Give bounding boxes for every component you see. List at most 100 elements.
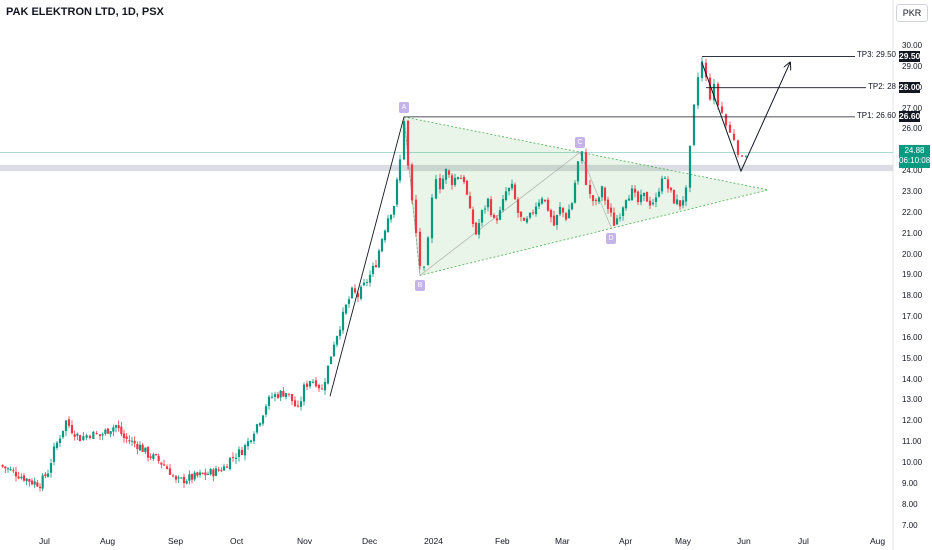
candle-body — [152, 454, 155, 459]
candle-body — [564, 213, 568, 220]
candle-body — [537, 202, 541, 207]
candle-body — [453, 177, 457, 186]
candle-body — [398, 159, 402, 181]
candle-body — [293, 400, 297, 407]
candle-body — [1, 464, 4, 467]
y-tick-label: 18.00 — [902, 291, 923, 301]
candle-body — [380, 239, 384, 252]
candle-body — [492, 214, 496, 218]
y-tick-label: 21.00 — [902, 228, 923, 238]
candle-body — [681, 200, 685, 206]
candle-body — [507, 187, 511, 192]
candle-body — [561, 207, 565, 213]
candle-body — [591, 195, 595, 201]
candle-body — [243, 445, 247, 456]
candle-body — [338, 329, 342, 336]
candle-body — [468, 195, 472, 209]
candle-body — [252, 433, 256, 442]
candle-body — [663, 177, 667, 179]
candle-body — [609, 207, 613, 213]
candle-body — [282, 391, 285, 397]
candle-body — [672, 189, 676, 204]
candle-body — [201, 472, 204, 474]
candle-body — [109, 431, 112, 435]
y-tick-label: 14.00 — [902, 374, 923, 384]
pattern-point-c: C — [575, 137, 585, 149]
candle-body — [510, 183, 514, 189]
candle-body — [386, 218, 390, 232]
y-tick-label: 22.00 — [902, 207, 923, 217]
candle-body — [22, 475, 26, 481]
candle-body — [495, 218, 499, 221]
candle-body — [418, 231, 422, 266]
candle-body — [160, 462, 163, 465]
pattern-point-b: B — [415, 280, 425, 292]
y-tick-label: 30.00 — [902, 41, 923, 50]
candle-body — [459, 177, 463, 179]
chart-title: PAK ELEKTRON LTD, 1D, PSX — [6, 6, 164, 18]
candle-body — [576, 161, 580, 182]
candle-body — [217, 469, 220, 471]
candle-body — [73, 434, 76, 437]
candle-body — [456, 177, 460, 180]
candle-body — [246, 441, 250, 447]
candle-body — [359, 286, 363, 299]
candle-body — [441, 178, 445, 190]
candle-body — [261, 415, 265, 424]
candle-body — [489, 199, 493, 216]
candle-body — [255, 424, 259, 433]
candle-body — [240, 449, 244, 456]
x-tick-label: Aug — [870, 536, 886, 546]
currency-selector[interactable]: PKR — [896, 4, 928, 22]
candle-body — [606, 199, 610, 209]
candle-body — [573, 182, 577, 203]
support-zone — [0, 164, 893, 172]
candle-body — [618, 217, 622, 219]
candle-body — [136, 443, 139, 450]
candle-body — [146, 447, 150, 458]
candle-body — [374, 265, 378, 268]
candle-body — [14, 471, 18, 477]
x-tick-label: Mar — [555, 536, 570, 546]
candle-body — [675, 199, 679, 205]
target-price-badge: 26.60 — [899, 111, 921, 123]
impulse-line — [329, 116, 405, 397]
candle-body — [305, 383, 309, 387]
candle-body — [284, 393, 288, 398]
y-tick-label: 17.00 — [902, 312, 923, 322]
candle-body — [528, 212, 532, 218]
candle-body — [546, 199, 550, 211]
candle-body — [621, 207, 625, 216]
candle-body — [728, 124, 732, 133]
y-tick-label: 15.00 — [902, 353, 923, 363]
target-lines — [404, 56, 893, 118]
pattern-point-a: A — [399, 101, 409, 113]
candle-body — [287, 393, 291, 395]
y-tick-label: 20.00 — [902, 249, 923, 259]
candle-body — [149, 456, 152, 458]
candle-body — [570, 203, 574, 210]
candle-body — [82, 436, 85, 441]
candle-body — [4, 466, 7, 469]
candle-body — [471, 209, 475, 224]
candle-body — [185, 481, 188, 484]
candle-body — [323, 381, 327, 391]
candle-body — [744, 156, 748, 158]
candle-body — [347, 299, 351, 304]
candle-body — [636, 191, 640, 203]
x-tick-label: 2024 — [424, 536, 443, 546]
candle-body — [465, 180, 469, 195]
candle-body — [237, 449, 241, 457]
y-tick-label: 16.00 — [902, 332, 923, 342]
candle-body — [597, 197, 601, 202]
candle-body — [25, 478, 28, 482]
candle-body — [276, 394, 280, 398]
candle-body — [128, 440, 131, 442]
candle-body — [320, 388, 324, 390]
candle-body — [206, 473, 210, 475]
candle-body — [580, 151, 584, 162]
candle-body — [519, 211, 523, 217]
candle-body — [549, 210, 553, 218]
target-price-badge: 29.50 — [899, 50, 921, 62]
